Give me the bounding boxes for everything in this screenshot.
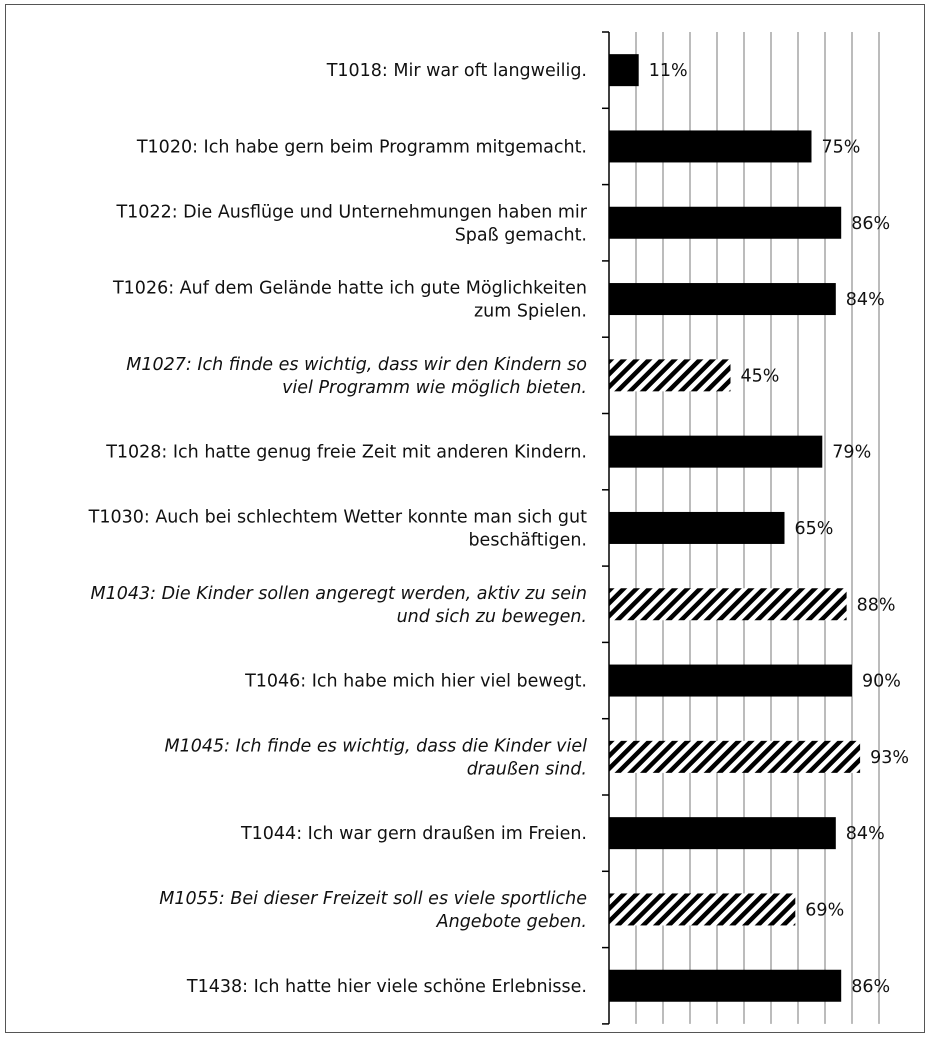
value-label: 86% [851,977,890,997]
category-label: T1028: Ich hatte genug freie Zeit mit an… [105,443,587,463]
category-label: M1045: Ich finde es wichtig, dass die Ki… [165,736,588,756]
bar [609,283,836,316]
category-label: T1046: Ich habe mich hier viel bewegt. [244,672,587,692]
category-labels: T1018: Mir war oft langweilig. T1020: Ich… [88,61,588,997]
bar [609,664,852,697]
category-label: T1044: Ich war gern draußen im Freien. [240,824,587,844]
category-label: und sich zu bewegen. [397,607,587,627]
bar [609,817,836,850]
category-label: T1022: Die Ausflüge und Unternehmungen h… [115,202,587,222]
value-labels: 11% 75% 86% 84% 45% 79% 65% 88% 90% 93% 84% 69% 86% [649,61,909,997]
category-label: T1026: Auf dem Gelände hatte ich gute Mö… [112,279,587,299]
gridlines [635,32,880,1024]
category-label: M1043: Die Kinder sollen angeregt werden… [90,584,587,604]
category-label: zum Spielen. [474,302,587,322]
category-label: T1030: Auch bei schlechtem Wetter konnte… [88,507,587,527]
value-label: 88% [857,595,896,615]
value-label: 79% [832,443,871,463]
y-axis [602,31,610,1025]
chart-frame [5,4,925,1033]
category-label: draußen sind. [467,759,587,779]
value-label: 86% [851,214,890,234]
category-label: M1055: Bei dieser Freizeit soll es viele… [159,889,587,909]
bar [609,893,796,926]
value-label: 69% [805,900,844,920]
bar [609,969,842,1002]
bar [609,740,861,773]
bar [609,588,847,621]
value-label: 84% [846,290,885,310]
category-label: T1438: Ich hatte hier viele schöne Erleb… [186,977,587,997]
value-label: 84% [846,824,885,844]
category-label: T1018: Mir war oft langweilig. [326,61,587,81]
value-label: 45% [741,366,780,386]
value-label: 90% [862,672,901,692]
bar [609,359,731,392]
category-label: Spaß gemacht. [455,225,587,245]
bar [609,54,639,87]
category-label: T1020: Ich habe gern beim Programm mitge… [136,137,587,157]
bar [609,511,785,544]
bar [609,435,823,468]
category-label: beschäftigen. [468,530,587,550]
bars [609,54,861,1002]
bar [609,206,842,239]
value-label: 11% [649,61,688,81]
value-label: 65% [795,519,834,539]
bar [609,130,812,163]
category-label: M1027: Ich finde es wichtig, dass wir de… [126,355,587,375]
category-label: Angebote geben. [436,912,587,932]
value-label: 93% [870,748,909,768]
value-label: 75% [822,137,861,157]
category-label: viel Programm wie möglich bieten. [282,378,587,398]
